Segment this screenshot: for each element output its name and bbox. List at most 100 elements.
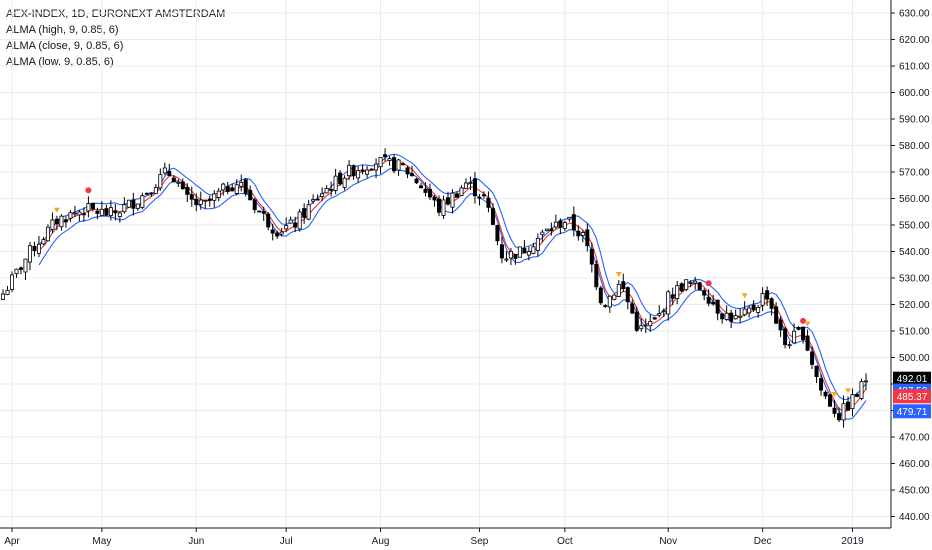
candle-body bbox=[198, 199, 203, 205]
candle-body bbox=[275, 232, 280, 237]
signal-marker-orange bbox=[831, 391, 838, 397]
candle-body bbox=[302, 208, 307, 218]
candle-body bbox=[0, 293, 6, 300]
x-tick-label: Aug bbox=[372, 536, 390, 547]
candle-body bbox=[122, 204, 127, 213]
candle-body bbox=[715, 299, 720, 314]
candle-body bbox=[850, 394, 855, 410]
candle-body bbox=[239, 181, 244, 187]
candle-body bbox=[837, 413, 842, 421]
candle-body bbox=[643, 324, 648, 327]
candle-body bbox=[279, 231, 284, 235]
legend-alma-high: ALMA (high, 9, 0.85, 6) bbox=[6, 24, 119, 36]
y-tick-label: 550.00 bbox=[899, 221, 930, 232]
candle-body bbox=[234, 184, 239, 194]
candle-body bbox=[490, 208, 495, 225]
candle-body bbox=[796, 327, 801, 330]
candle-body bbox=[360, 169, 365, 172]
candle-body bbox=[729, 312, 734, 322]
candle-body bbox=[756, 307, 761, 313]
candle-body bbox=[787, 344, 792, 347]
candle-body bbox=[293, 222, 298, 228]
chart-title: AEX-INDEX, 1D, EURONEXT AMSTERDAM bbox=[6, 8, 226, 20]
candle-body bbox=[814, 365, 819, 377]
signal-marker-orange bbox=[804, 321, 811, 327]
y-tick-label: 440.00 bbox=[899, 512, 930, 523]
candle-body bbox=[742, 308, 747, 316]
candle-body bbox=[535, 237, 540, 251]
candle-body bbox=[374, 163, 379, 171]
signal-marker-red bbox=[800, 317, 807, 324]
candle-body bbox=[27, 245, 32, 263]
candle-body bbox=[126, 199, 131, 208]
signal-marker-orange bbox=[615, 272, 622, 278]
candle-body bbox=[805, 335, 810, 351]
candle-body bbox=[41, 239, 46, 245]
y-tick-label: 500.00 bbox=[899, 353, 930, 364]
candle-body bbox=[230, 187, 235, 192]
legend-alma-close: ALMA (close, 9, 0.85, 6) bbox=[6, 40, 124, 52]
candle-body bbox=[463, 182, 468, 189]
candle-body bbox=[396, 159, 401, 171]
candle-body bbox=[747, 307, 752, 314]
candle-body bbox=[194, 198, 199, 206]
candle-body bbox=[401, 163, 406, 166]
candle-body bbox=[288, 219, 293, 224]
candle-body bbox=[347, 164, 352, 177]
candle-body bbox=[607, 295, 612, 308]
candle-body bbox=[257, 210, 262, 213]
candle-body bbox=[248, 189, 253, 201]
candle-body bbox=[428, 188, 433, 198]
candle-body bbox=[342, 177, 347, 188]
candle-body bbox=[702, 290, 707, 296]
candle-body bbox=[738, 315, 743, 318]
candle-body bbox=[90, 202, 95, 210]
candle-body bbox=[68, 212, 73, 219]
candle-body bbox=[436, 198, 441, 213]
candle-body bbox=[679, 283, 684, 292]
candle-body bbox=[423, 188, 428, 193]
candle-body bbox=[648, 321, 653, 327]
candle-body bbox=[621, 281, 626, 290]
candle-body bbox=[598, 287, 603, 304]
candle-body bbox=[657, 313, 662, 316]
candle-body bbox=[36, 243, 41, 254]
candle-body bbox=[185, 187, 190, 195]
candle-body bbox=[405, 167, 410, 175]
candle-body bbox=[832, 407, 837, 414]
candle-body bbox=[769, 298, 774, 309]
candle-body bbox=[823, 391, 828, 397]
candle-body bbox=[225, 186, 230, 192]
candle-body bbox=[459, 187, 464, 197]
candle-body bbox=[72, 212, 77, 215]
candle-body bbox=[634, 311, 639, 331]
candle-body bbox=[270, 229, 275, 234]
signal-marker-red bbox=[705, 280, 712, 287]
x-tick-label: Apr bbox=[4, 536, 20, 547]
candle-body bbox=[706, 296, 711, 304]
candle-body bbox=[144, 192, 149, 195]
candle-body bbox=[819, 378, 824, 391]
candle-body bbox=[603, 305, 608, 307]
candle-body bbox=[266, 213, 271, 228]
candle-body bbox=[432, 196, 437, 201]
candle-body bbox=[855, 394, 860, 397]
candle-body bbox=[612, 294, 617, 301]
candle-body bbox=[733, 315, 738, 320]
candle-body bbox=[504, 258, 509, 261]
x-tick-label: Oct bbox=[557, 536, 573, 547]
candle-body bbox=[113, 210, 118, 214]
candle-body bbox=[410, 173, 415, 177]
candle-body bbox=[558, 220, 563, 228]
candle-body bbox=[333, 175, 338, 191]
y-tick-label: 540.00 bbox=[899, 247, 930, 258]
candle-body bbox=[765, 290, 770, 300]
candle-body bbox=[140, 195, 145, 208]
candle-body bbox=[261, 211, 266, 214]
candle-body bbox=[774, 306, 779, 324]
signal-marker-orange bbox=[845, 388, 852, 394]
candle-body bbox=[351, 165, 356, 177]
candle-body bbox=[571, 214, 576, 231]
candle-body bbox=[661, 310, 666, 313]
